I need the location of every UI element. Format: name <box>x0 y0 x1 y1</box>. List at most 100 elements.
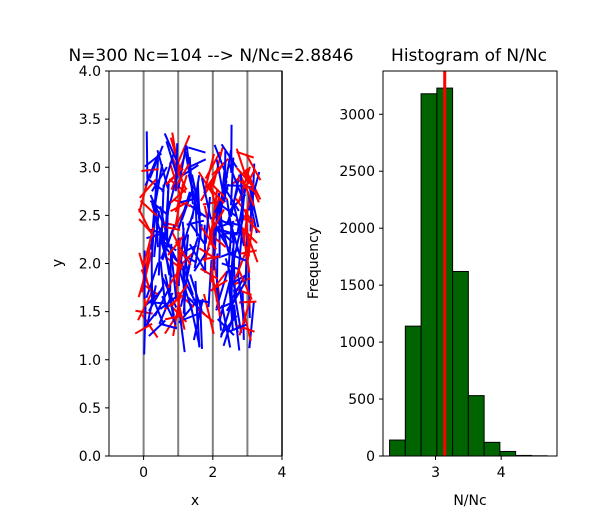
hist-y-tick-label: 2500 <box>339 164 375 180</box>
needle-crossing <box>200 267 218 280</box>
y-tick-label: 0.5 <box>79 401 101 417</box>
needle <box>228 323 247 333</box>
needle <box>174 143 179 192</box>
needle <box>181 221 188 269</box>
needle <box>177 191 191 229</box>
needle <box>200 177 212 220</box>
needle <box>219 300 234 338</box>
needle <box>220 228 238 236</box>
needle <box>149 200 168 215</box>
needle <box>228 163 243 197</box>
needle-crossing <box>174 174 188 213</box>
needle <box>230 280 247 307</box>
needle-crossing <box>198 171 215 197</box>
histogram-title: Histogram of N/Nc <box>391 46 547 66</box>
needle <box>148 285 165 312</box>
y-tick-label: 1.5 <box>79 305 101 321</box>
y-tick-label: 0.0 <box>79 449 101 465</box>
needle-crossing <box>137 291 153 321</box>
needle-crossing <box>141 168 159 172</box>
y-tick-label: 4.0 <box>79 64 101 80</box>
needle <box>159 295 178 310</box>
hist-x-axis-label: N/Nc <box>453 493 486 509</box>
needle <box>159 261 167 308</box>
y-tick-label: 3.5 <box>79 112 101 128</box>
needle <box>219 279 232 320</box>
needle <box>143 306 147 355</box>
histogram-bar <box>404 325 422 457</box>
needle-crossing <box>208 208 225 237</box>
x-tick-label: 4 <box>278 465 287 481</box>
needle-crossing <box>246 219 255 265</box>
needle-crossing <box>239 175 255 207</box>
needle-crossing <box>245 153 262 181</box>
needle <box>150 202 156 250</box>
needle-crossing <box>238 179 257 194</box>
needle <box>195 299 201 348</box>
needle <box>189 274 203 311</box>
needle <box>192 298 211 304</box>
hist-y-axis-label: Frequency <box>306 227 322 299</box>
needle <box>179 260 194 296</box>
x-axis-label: x <box>191 493 199 509</box>
needle <box>237 277 246 324</box>
histogram-plot-frame <box>382 70 558 457</box>
needle <box>229 275 246 303</box>
needle-crossing <box>166 263 184 289</box>
hist-y-tick-label: 0 <box>366 449 375 465</box>
needle <box>222 309 236 347</box>
x-tick-label: 2 <box>208 465 217 481</box>
needle-crossing <box>238 298 252 336</box>
histogram-bar <box>499 450 517 457</box>
needle <box>207 259 213 308</box>
needle-crossing <box>139 178 157 199</box>
needle <box>159 322 178 330</box>
needle-crossing <box>137 208 154 237</box>
needle <box>220 143 238 168</box>
hist-x-tick-label: 4 <box>497 465 506 481</box>
needle-crossing <box>205 166 223 189</box>
needle-crossing <box>244 170 260 203</box>
needle <box>160 184 165 233</box>
needle-crossing <box>165 167 183 186</box>
needle-crossing <box>174 241 192 266</box>
needle-crossing <box>209 267 221 311</box>
needle-crossing <box>235 167 254 187</box>
hist-y-tick-label: 3000 <box>339 107 375 123</box>
needle-chart-title: N=300 Nc=104 --> N/Nc=2.8846 <box>68 46 353 66</box>
needle <box>224 258 238 296</box>
needle <box>187 146 206 154</box>
hist-y-axis-ticks: 0 500 1000 1500 2000 2500 3000 <box>339 107 383 465</box>
histogram-bar <box>483 441 501 457</box>
needle-crossing <box>244 209 251 257</box>
y-tick-label: 2.5 <box>79 208 101 224</box>
y-tick-label: 1.0 <box>79 353 101 369</box>
needle <box>221 262 240 271</box>
needle-crossing <box>207 185 225 204</box>
needle <box>148 145 164 179</box>
needle <box>189 243 206 271</box>
needle <box>146 177 165 193</box>
needle <box>161 224 176 261</box>
hist-y-tick-label: 500 <box>348 392 375 408</box>
needle <box>247 191 258 234</box>
needle-crossing <box>174 288 186 330</box>
needle <box>228 252 246 262</box>
needle <box>188 158 207 169</box>
needle-crossing <box>140 252 153 293</box>
needle-crossing <box>245 170 262 200</box>
needle <box>185 237 199 274</box>
histogram-bar <box>389 439 406 457</box>
needle <box>182 268 186 317</box>
needle-crossing <box>202 255 221 261</box>
histogram-bar <box>467 395 485 457</box>
y-tick-label: 3.0 <box>79 160 101 176</box>
needle-crossing <box>167 234 185 256</box>
y-axis-label: y <box>50 259 66 267</box>
hist-y-tick-label: 1000 <box>339 335 375 351</box>
needle-crossing <box>234 246 249 280</box>
needle <box>215 225 234 244</box>
